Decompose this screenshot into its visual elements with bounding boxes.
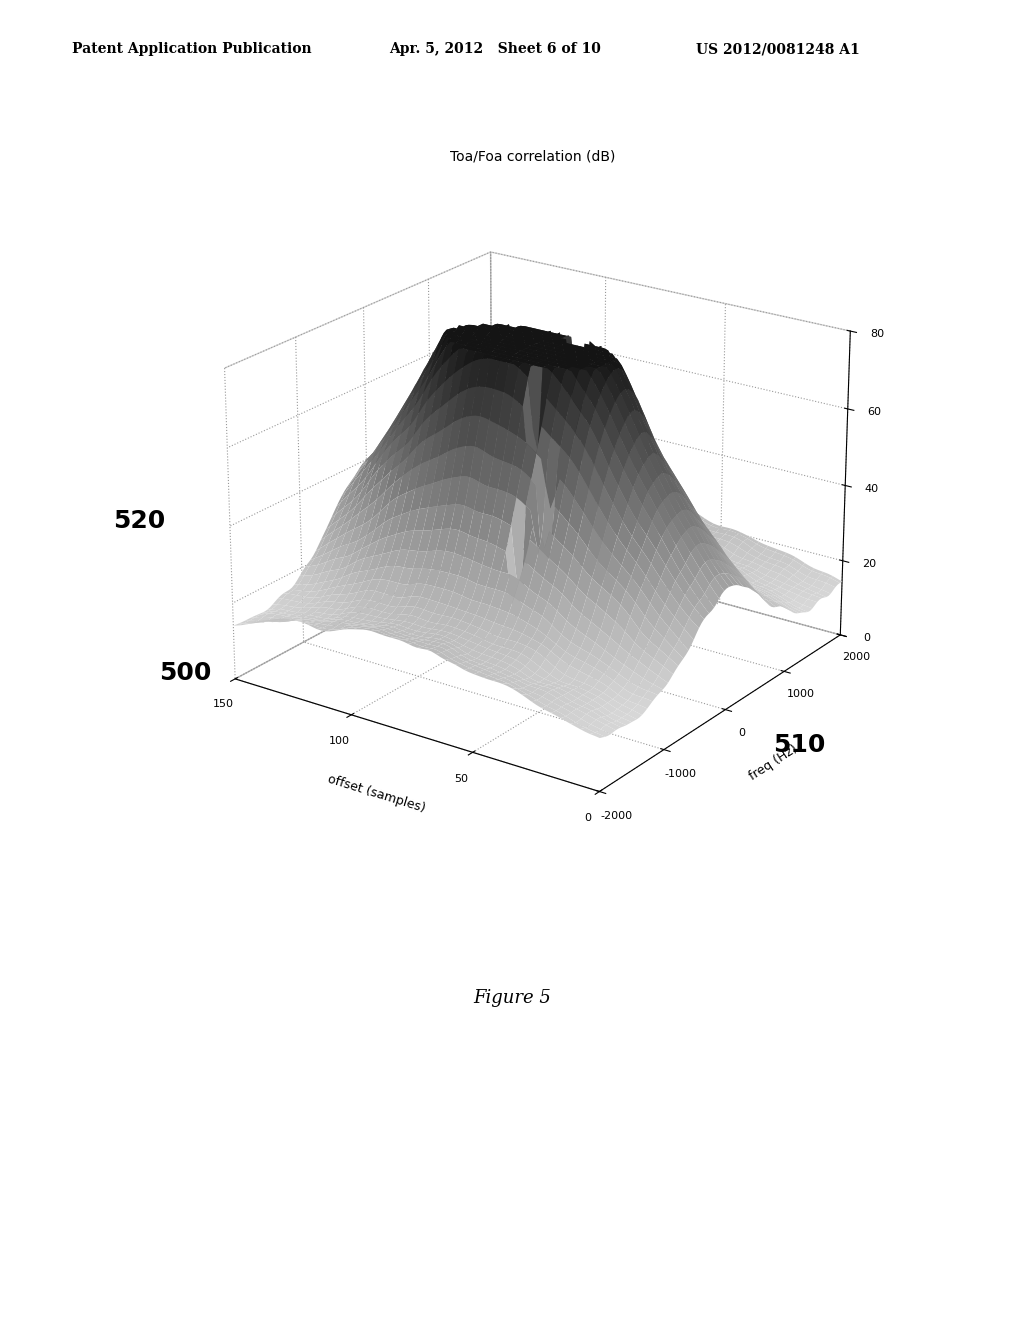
Text: US 2012/0081248 A1: US 2012/0081248 A1 bbox=[696, 42, 860, 57]
X-axis label: offset (samples): offset (samples) bbox=[327, 772, 427, 816]
Text: Patent Application Publication: Patent Application Publication bbox=[72, 42, 311, 57]
Text: 510: 510 bbox=[773, 734, 825, 758]
Text: 520: 520 bbox=[113, 510, 165, 533]
Text: Figure 5: Figure 5 bbox=[473, 989, 551, 1007]
Text: 500: 500 bbox=[159, 661, 211, 685]
Title: Toa/Foa correlation (dB): Toa/Foa correlation (dB) bbox=[450, 149, 615, 164]
Text: Apr. 5, 2012   Sheet 6 of 10: Apr. 5, 2012 Sheet 6 of 10 bbox=[389, 42, 601, 57]
Y-axis label: freq (Hz): freq (Hz) bbox=[746, 743, 800, 783]
